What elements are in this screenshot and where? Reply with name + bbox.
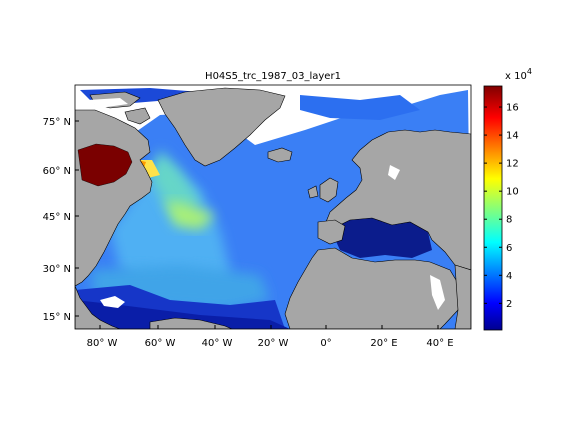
colorbar-tick-label: 10	[506, 187, 519, 198]
great-britain	[319, 177, 339, 203]
land	[75, 87, 471, 329]
arabia	[454, 264, 471, 329]
plot-title: H04S5_trc_1987_03_layer1	[205, 71, 341, 82]
norwegian-sea	[300, 95, 420, 120]
colorbar-tick-label: 12	[506, 159, 519, 170]
lat-label-75: 75° N	[43, 117, 71, 128]
colorbar-tick-label: 2	[506, 299, 512, 310]
colorbar-tick-label: 16	[506, 103, 519, 114]
gap-red-sea	[430, 275, 445, 310]
colorbar-tick-label: 6	[506, 243, 512, 254]
iceland	[267, 147, 293, 163]
iberia	[317, 219, 346, 245]
colorbar-tick-label: 8	[506, 215, 512, 226]
lon-label-60w: 60° W	[145, 338, 176, 349]
ireland	[307, 185, 319, 199]
baffin-island	[124, 107, 151, 125]
hudson-bay	[77, 143, 133, 187]
high-concentration-band	[165, 200, 215, 230]
longitude-ticks: 80° W 60° W 40° W 20° W 0° 20° E 40° E	[87, 325, 454, 349]
south-america	[149, 317, 233, 329]
nodata-gaps	[88, 98, 445, 310]
lon-label-40e: 40° E	[426, 338, 453, 349]
colorbar-tick-label: 14	[506, 131, 519, 142]
colorbar-tick-label: 4	[506, 271, 512, 282]
colorbar-gradient	[483, 85, 503, 331]
latitude-ticks: 15° N 30° N 45° N 60° N 75° N	[43, 117, 79, 323]
lat-label-30: 30° N	[43, 264, 71, 275]
colorbar-ticks: 2 4 6 8 10 12 14 16	[484, 103, 519, 310]
gap-baltic	[388, 165, 400, 180]
lon-label-20e: 20° E	[370, 338, 397, 349]
lat-label-60: 60° N	[43, 166, 71, 177]
gap-arctic	[88, 98, 128, 108]
tropical-deeper	[75, 300, 290, 329]
gap-caribbean	[100, 296, 125, 308]
eurasia	[325, 129, 471, 271]
colorbar-exponent-power: 4	[527, 67, 532, 76]
lon-label-0: 0°	[320, 338, 331, 349]
lat-label-45: 45° N	[43, 212, 71, 223]
lon-label-40w: 40° W	[202, 338, 233, 349]
mediterranean-field	[330, 218, 432, 258]
lat-label-15: 15° N	[43, 312, 71, 323]
colorbar-exponent: x 104	[505, 67, 532, 82]
central-america	[75, 285, 121, 329]
lon-label-80w: 80° W	[87, 338, 118, 349]
colorbar-exponent-base: x 10	[505, 71, 527, 82]
greenland	[157, 87, 286, 167]
map-frame	[74, 84, 472, 330]
lon-label-20w: 20° W	[258, 338, 289, 349]
map-axes	[75, 85, 471, 329]
